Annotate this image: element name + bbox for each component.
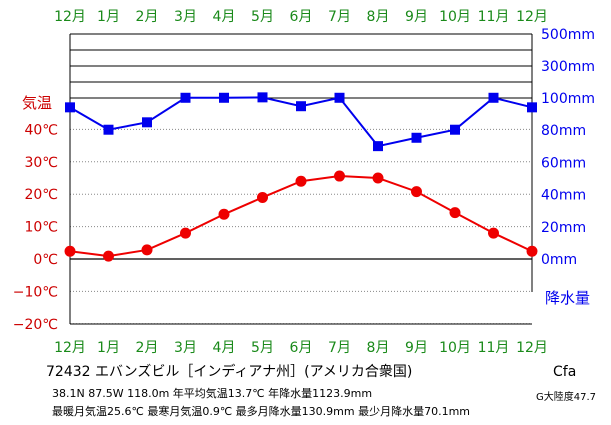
month-label: 4月 <box>213 340 236 356</box>
precipitation-point <box>527 102 537 113</box>
temperature-point <box>295 175 307 187</box>
temperature-tick: 30℃ <box>24 155 58 171</box>
month-label: 12月 <box>54 9 86 25</box>
temperature-axis-label: 気温 <box>22 94 52 112</box>
month-label: 10月 <box>439 340 471 356</box>
temperature-point <box>526 245 538 257</box>
month-label: 12月 <box>54 340 86 356</box>
temperature-point <box>488 227 499 239</box>
month-label: 1月 <box>97 340 120 356</box>
precipitation-tick: 40mm <box>541 188 586 204</box>
month-label: 11月 <box>478 9 510 25</box>
temperature-point <box>334 170 345 182</box>
temperature-series <box>64 170 538 262</box>
temperature-line <box>69 175 533 258</box>
precipitation-tick: 20mm <box>541 220 586 236</box>
precipitation-tick: 500mm <box>541 27 595 43</box>
precipitation-tick: 0mm <box>541 252 577 268</box>
precipitation-tick-labels: 500mm 300mm 100mm 80mm 60mm 40mm 20mm 0mm <box>541 27 595 268</box>
station-title: 72432 エバンズビル［インディアナ州］(アメリカ合衆国) <box>46 364 413 380</box>
temperature-point <box>372 172 384 184</box>
temperature-tick: 10℃ <box>24 220 58 236</box>
month-label: 9月 <box>405 340 428 356</box>
precipitation-point <box>488 92 499 103</box>
temperature-tick: 20℃ <box>24 187 58 203</box>
month-label: 4月 <box>213 9 236 25</box>
precipitation-point <box>411 132 422 143</box>
temperature-point <box>180 227 191 239</box>
precipitation-point <box>65 102 75 113</box>
precipitation-tick: 300mm <box>541 59 595 75</box>
precipitation-tick: 80mm <box>541 123 586 139</box>
temperature-point <box>449 207 461 219</box>
precipitation-point <box>450 124 460 135</box>
month-label: 2月 <box>136 340 159 356</box>
month-label: 8月 <box>367 9 390 25</box>
station-summary-line1: 38.1N 87.5W 118.0m 年平均気温13.7℃ 年降水量1123.9… <box>52 387 373 400</box>
temperature-tick: −10℃ <box>13 284 58 300</box>
month-label: 9月 <box>405 9 428 25</box>
precipitation-point <box>334 92 345 103</box>
precipitation-point <box>103 124 114 135</box>
month-label: 12月 <box>516 9 548 25</box>
month-label: 10月 <box>439 9 471 25</box>
month-labels-bottom: 12月 1月 2月 3月 4月 5月 6月 7月 8月 9月 10月 11月 12月 <box>54 340 548 356</box>
climate-classification: Cfa <box>553 364 577 380</box>
month-label: 5月 <box>251 9 274 25</box>
month-label: 3月 <box>174 9 197 25</box>
temperature-tick: −20℃ <box>13 317 58 333</box>
continentality-index: G大陸度47.7 <box>536 392 597 403</box>
month-label: 5月 <box>251 340 274 356</box>
month-label: 6月 <box>290 9 313 25</box>
month-label: 12月 <box>516 340 548 356</box>
temperature-point <box>411 186 422 198</box>
temperature-point <box>257 191 268 203</box>
temperature-point <box>64 245 76 257</box>
month-label: 7月 <box>328 9 351 25</box>
precipitation-point <box>373 141 383 152</box>
temperature-point <box>218 208 230 220</box>
month-label: 8月 <box>367 340 390 356</box>
month-label: 11月 <box>478 340 510 356</box>
month-label: 6月 <box>290 340 313 356</box>
precipitation-series <box>65 92 537 152</box>
month-label: 1月 <box>97 9 120 25</box>
temperature-tick-labels: 40℃ 30℃ 20℃ 10℃ 0℃ −10℃ −20℃ <box>13 122 58 332</box>
precipitation-point <box>142 117 152 128</box>
precipitation-point <box>296 101 306 112</box>
temperature-point <box>141 244 153 256</box>
month-label: 2月 <box>136 9 159 25</box>
precipitation-tick: 60mm <box>541 155 586 171</box>
temperature-tick: 40℃ <box>24 122 58 138</box>
precipitation-axis-label: 降水量 <box>545 289 590 307</box>
precipitation-point <box>257 92 268 103</box>
month-labels-top: 12月 1月 2月 3月 4月 5月 6月 7月 8月 9月 10月 11月 12月 <box>54 9 548 25</box>
precipitation-point <box>180 92 191 103</box>
precipitation-point <box>219 92 229 103</box>
month-label: 3月 <box>174 340 197 356</box>
temperature-tick: 0℃ <box>33 252 58 268</box>
temperature-point <box>103 250 114 262</box>
station-summary-line2: 最暖月気温25.6℃ 最寒月気温0.9℃ 最多月降水量130.9mm 最少月降水… <box>52 405 471 418</box>
month-label: 7月 <box>328 340 351 356</box>
precipitation-tick: 100mm <box>541 91 595 107</box>
